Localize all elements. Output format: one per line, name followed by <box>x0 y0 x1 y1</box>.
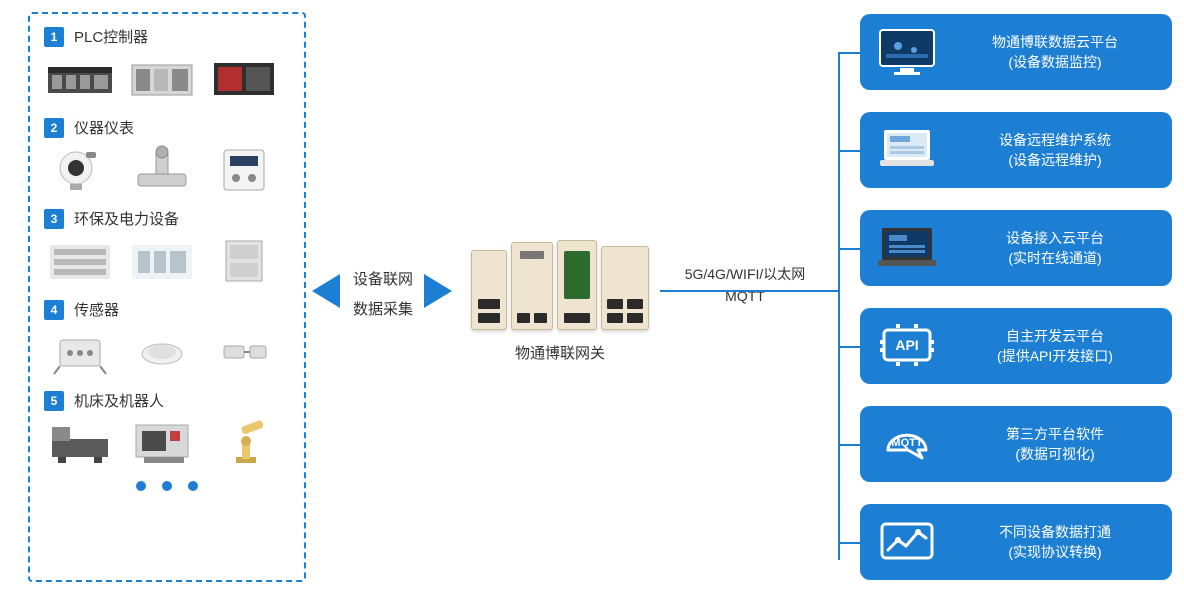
device-icon-meter <box>210 144 278 194</box>
device-icon-plc-b <box>128 53 196 103</box>
service-card: 不同设备数据打通 (实现协议转换) <box>860 504 1172 580</box>
device-icon-treatment <box>128 235 196 285</box>
card-title: 物通博联数据云平台 <box>952 32 1158 52</box>
device-category: 3 环保及电力设备 <box>44 208 290 285</box>
card-title: 设备接入云平台 <box>952 228 1158 248</box>
card-subtitle: (数据可视化) <box>952 444 1158 464</box>
card-text: 设备接入云平台 (实时在线通道) <box>952 228 1158 268</box>
service-card: 物通博联数据云平台 (设备数据监控) <box>860 14 1172 90</box>
card-text: 物通博联数据云平台 (设备数据监控) <box>952 32 1158 72</box>
category-number-badge: 4 <box>44 300 64 320</box>
laptop-icon <box>874 122 940 178</box>
pager-dot <box>136 481 146 491</box>
arrow-right-icon <box>424 274 452 308</box>
device-icon-cabinet <box>210 235 278 285</box>
device-icon-camera <box>46 144 114 194</box>
right-card-list: 物通博联数据云平台 (设备数据监控) 设备远程维护系统 (设备远程维护) 设备接… <box>860 14 1172 580</box>
mqtt-icon <box>874 416 940 472</box>
category-number-badge: 2 <box>44 118 64 138</box>
center-link-labels: 设备联网 数据采集 <box>338 265 428 325</box>
category-title: 环保及电力设备 <box>74 208 179 229</box>
device-icon-plc-a <box>46 53 114 103</box>
card-subtitle: (提供API开发接口) <box>952 346 1158 366</box>
bus-line <box>838 52 860 54</box>
category-header: 5 机床及机器人 <box>44 390 290 411</box>
bus-line <box>838 346 860 348</box>
category-title: PLC控制器 <box>74 26 148 47</box>
category-header: 2 仪器仪表 <box>44 117 290 138</box>
laptop2-icon <box>874 220 940 276</box>
category-number-badge: 5 <box>44 391 64 411</box>
pager-dot <box>162 481 172 491</box>
device-icon-robot-arm <box>210 417 278 467</box>
gateway-device-icon <box>557 240 597 330</box>
device-category: 1 PLC控制器 <box>44 26 290 103</box>
left-device-panel: 1 PLC控制器 2 仪器仪表 <box>28 12 306 582</box>
card-subtitle: (实时在线通道) <box>952 248 1158 268</box>
category-title: 仪器仪表 <box>74 117 134 138</box>
card-subtitle: (设备数据监控) <box>952 52 1158 72</box>
gateway-device-icon <box>471 250 507 330</box>
card-title: 设备远程维护系统 <box>952 130 1158 150</box>
gateway-device-icon <box>511 242 553 330</box>
card-subtitle: (设备远程维护) <box>952 150 1158 170</box>
center-label-2: 数据采集 <box>338 295 428 325</box>
bus-line <box>838 52 840 560</box>
category-header: 4 传感器 <box>44 299 290 320</box>
device-category: 5 机床及机器人 <box>44 390 290 467</box>
category-items <box>44 144 290 194</box>
device-icon-valve <box>128 144 196 194</box>
device-icon-magnet <box>210 326 278 376</box>
bus-line <box>660 290 838 292</box>
category-items <box>44 235 290 285</box>
conn-label-2: MQTT <box>670 285 820 307</box>
gateway-caption: 物通博联网关 <box>460 342 660 363</box>
category-number-badge: 1 <box>44 27 64 47</box>
arrow-left-icon <box>312 274 340 308</box>
device-icon-smoke <box>128 326 196 376</box>
device-category: 4 传感器 <box>44 299 290 376</box>
device-icon-lathe <box>46 417 114 467</box>
card-text: 自主开发云平台 (提供API开发接口) <box>952 326 1158 366</box>
conn-label-1: 5G/4G/WIFI/以太网 <box>670 263 820 285</box>
bus-line <box>838 248 860 250</box>
device-icon-plc-c <box>210 53 278 103</box>
service-card: 自主开发云平台 (提供API开发接口) <box>860 308 1172 384</box>
device-category: 2 仪器仪表 <box>44 117 290 194</box>
card-text: 第三方平台软件 (数据可视化) <box>952 424 1158 464</box>
connection-labels: 5G/4G/WIFI/以太网 MQTT <box>670 263 820 307</box>
service-card: 设备远程维护系统 (设备远程维护) <box>860 112 1172 188</box>
api-icon <box>874 318 940 374</box>
device-icon-pipes <box>46 235 114 285</box>
category-items <box>44 417 290 467</box>
gateway-devices <box>460 240 660 330</box>
category-title: 传感器 <box>74 299 119 320</box>
bus-line <box>838 150 860 152</box>
center-label-1: 设备联网 <box>338 265 428 295</box>
card-subtitle: (实现协议转换) <box>952 542 1158 562</box>
bus-line <box>838 444 860 446</box>
gateway-device-icon <box>601 246 649 330</box>
category-items <box>44 53 290 103</box>
card-title: 第三方平台软件 <box>952 424 1158 444</box>
pager-dots <box>44 481 290 491</box>
card-text: 设备远程维护系统 (设备远程维护) <box>952 130 1158 170</box>
device-icon-sensor-box <box>46 326 114 376</box>
gateway-cluster: 物通博联网关 <box>460 240 660 363</box>
service-card: 第三方平台软件 (数据可视化) <box>860 406 1172 482</box>
category-header: 3 环保及电力设备 <box>44 208 290 229</box>
category-title: 机床及机器人 <box>74 390 164 411</box>
pager-dot <box>188 481 198 491</box>
category-number-badge: 3 <box>44 209 64 229</box>
bus-line <box>838 542 860 544</box>
monitor-icon <box>874 24 940 80</box>
card-title: 自主开发云平台 <box>952 326 1158 346</box>
card-text: 不同设备数据打通 (实现协议转换) <box>952 522 1158 562</box>
card-title: 不同设备数据打通 <box>952 522 1158 542</box>
device-icon-cnc <box>128 417 196 467</box>
service-card: 设备接入云平台 (实时在线通道) <box>860 210 1172 286</box>
category-header: 1 PLC控制器 <box>44 26 290 47</box>
category-items <box>44 326 290 376</box>
chart-icon <box>874 514 940 570</box>
